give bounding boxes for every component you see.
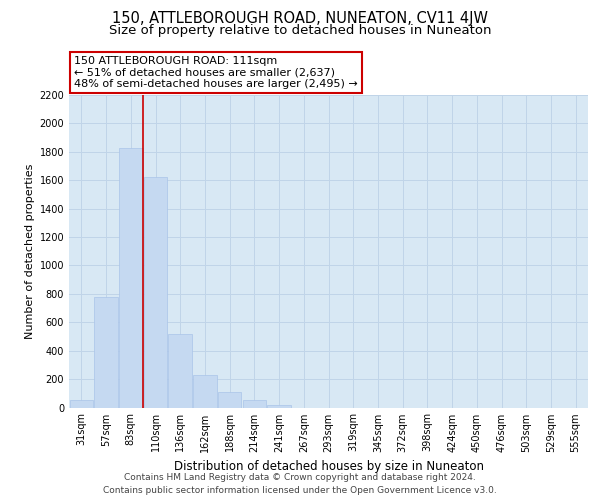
Bar <box>242 400 266 407</box>
Bar <box>144 178 167 408</box>
X-axis label: Distribution of detached houses by size in Nuneaton: Distribution of detached houses by size … <box>173 460 484 473</box>
Text: 150, ATTLEBOROUGH ROAD, NUNEATON, CV11 4JW: 150, ATTLEBOROUGH ROAD, NUNEATON, CV11 4… <box>112 11 488 26</box>
Bar <box>218 392 241 407</box>
Bar <box>94 298 118 408</box>
Bar <box>268 404 291 407</box>
Text: Contains HM Land Registry data © Crown copyright and database right 2024.
Contai: Contains HM Land Registry data © Crown c… <box>103 474 497 495</box>
Text: 150 ATTLEBOROUGH ROAD: 111sqm
← 51% of detached houses are smaller (2,637)
48% o: 150 ATTLEBOROUGH ROAD: 111sqm ← 51% of d… <box>74 56 358 89</box>
Bar <box>119 148 143 408</box>
Bar <box>169 334 192 407</box>
Text: Size of property relative to detached houses in Nuneaton: Size of property relative to detached ho… <box>109 24 491 37</box>
Y-axis label: Number of detached properties: Number of detached properties <box>25 164 35 339</box>
Bar <box>70 400 93 407</box>
Bar <box>193 375 217 408</box>
